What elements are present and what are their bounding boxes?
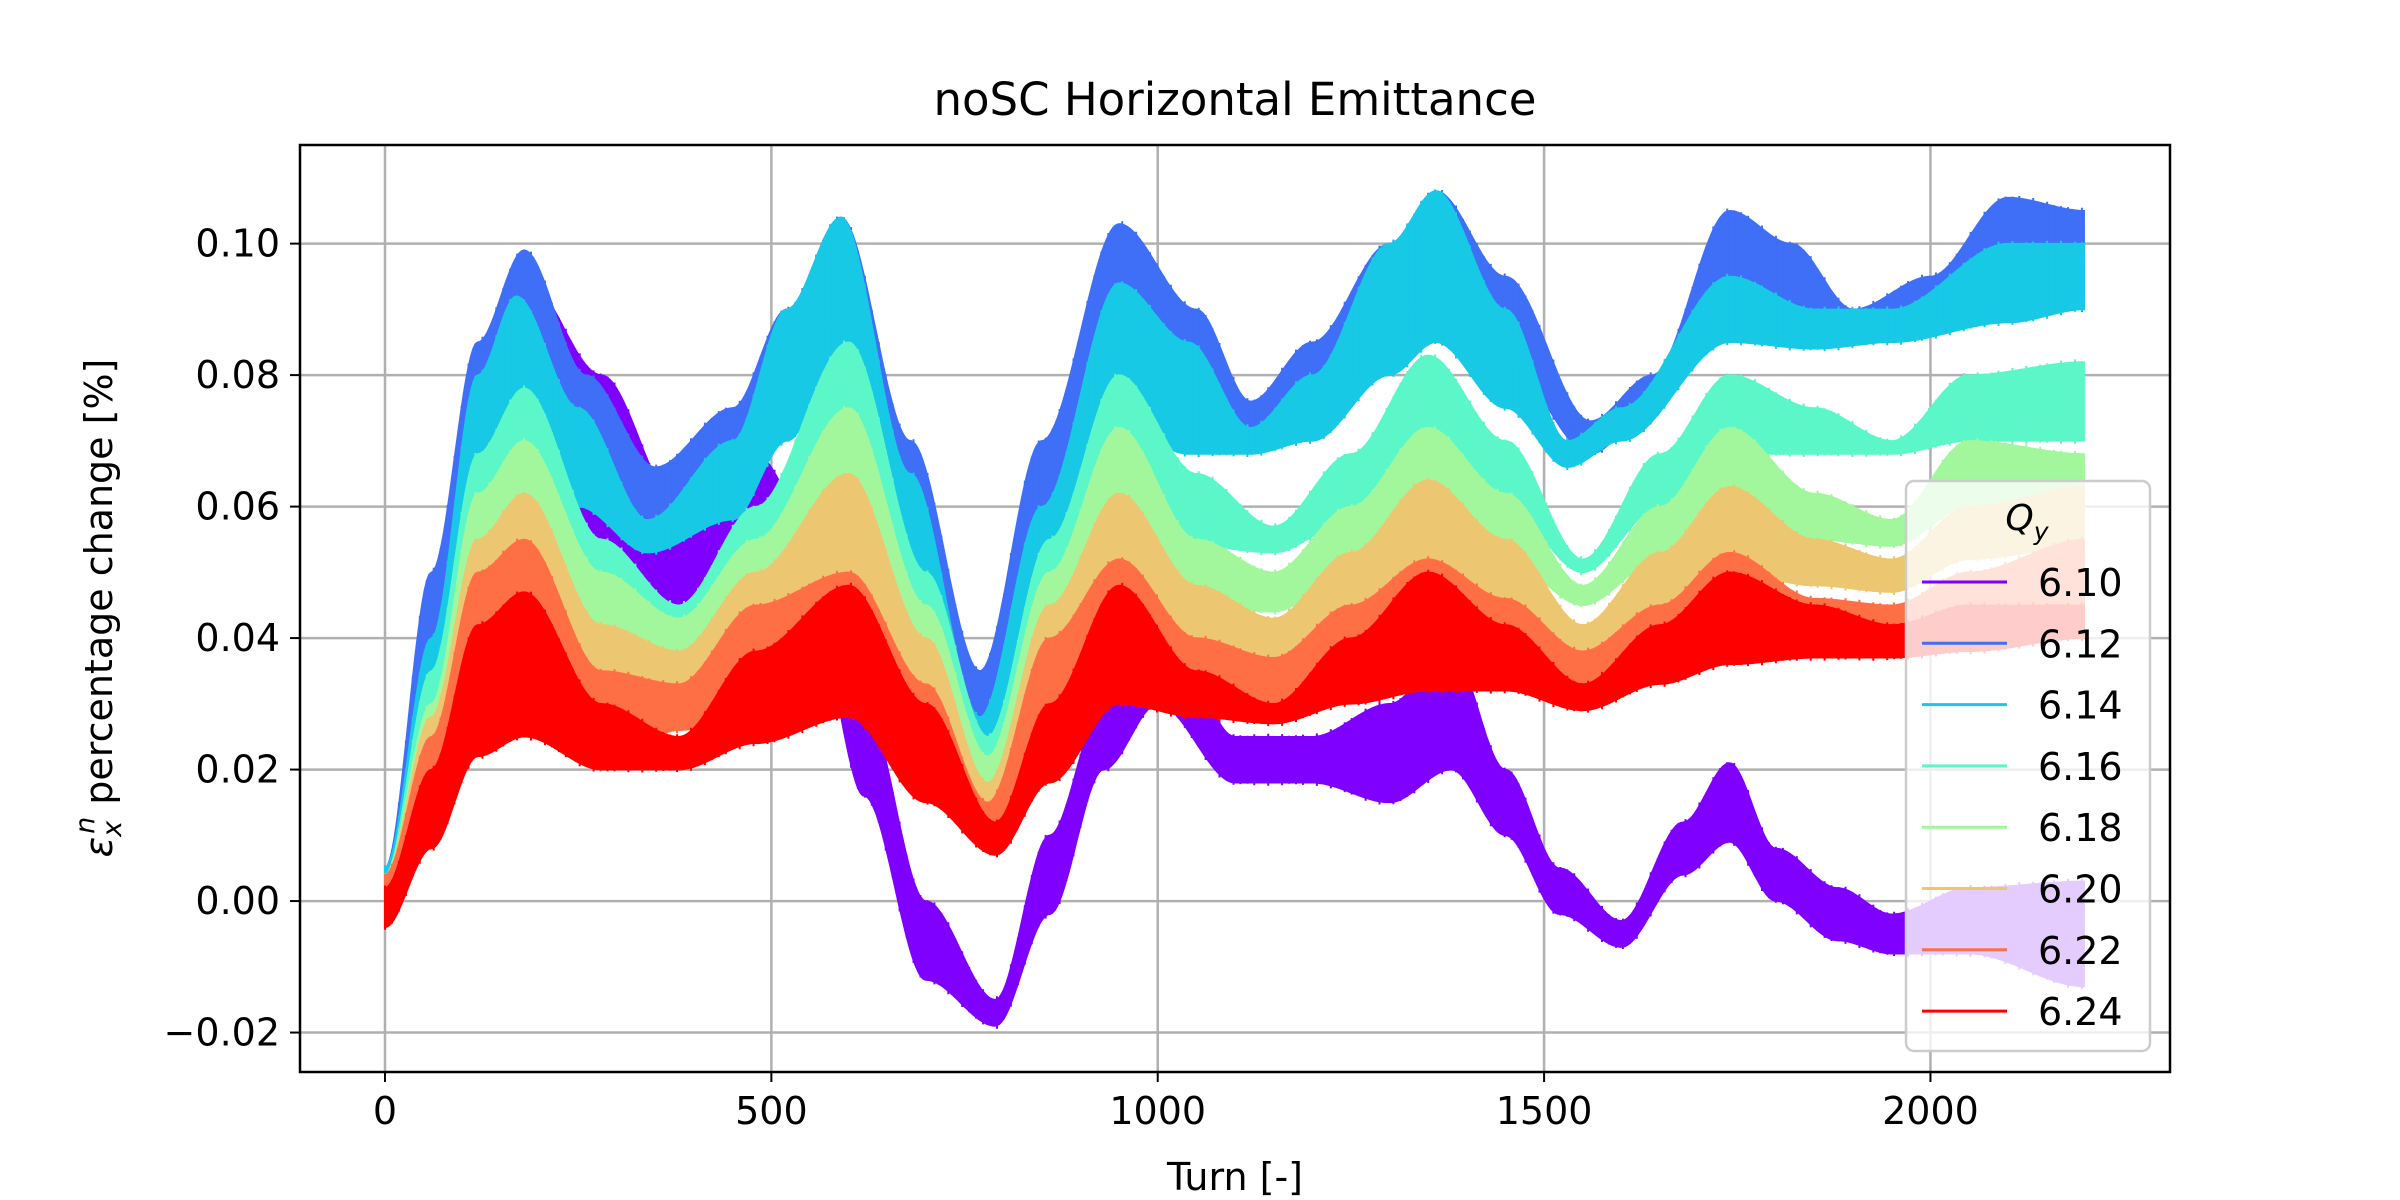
x-axis-ticks: 0 500 1000 1500 2000 bbox=[373, 1072, 1979, 1133]
legend-title-sub: y bbox=[2033, 517, 2050, 546]
y-axis-ticks: −0.02 0.00 0.02 0.04 0.06 0.08 0.10 bbox=[164, 222, 300, 1055]
x-tick-label: 0 bbox=[373, 1089, 397, 1133]
y-tick-label: 0.06 bbox=[195, 485, 280, 529]
y-axis-label: εxn percentage change [%] bbox=[70, 359, 128, 858]
y-tick-label: 0.00 bbox=[195, 879, 280, 923]
y-tick-label: 0.04 bbox=[195, 616, 280, 660]
plot-frame bbox=[298, 143, 2172, 1074]
legend-label-6.24: 6.24 bbox=[2038, 990, 2123, 1034]
legend-label-6.12: 6.12 bbox=[2038, 622, 2123, 666]
legend-label-6.16: 6.16 bbox=[2038, 745, 2123, 789]
legend-label-6.18: 6.18 bbox=[2038, 806, 2123, 850]
legend-frame bbox=[1904, 479, 2152, 1053]
chart-title: noSC Horizontal Emittance bbox=[934, 73, 1537, 126]
legend-label-6.20: 6.20 bbox=[2038, 868, 2123, 912]
legend-label-6.14: 6.14 bbox=[2038, 684, 2123, 728]
legend-items: 6.10 6.12 6.14 6.16 6.18 6.20 6.22 6.24 bbox=[1922, 561, 2123, 1034]
y-axis-label-sub: x bbox=[97, 820, 128, 838]
x-tick-label: 2000 bbox=[1882, 1089, 1979, 1133]
series-layer bbox=[384, 189, 2085, 1029]
legend-label-6.22: 6.22 bbox=[2038, 929, 2123, 973]
legend-label-6.10: 6.10 bbox=[2038, 561, 2123, 605]
legend-title-symbol: Q bbox=[2005, 498, 2033, 539]
y-axis-label-text: percentage change [%] bbox=[77, 359, 121, 805]
y-tick-label: 0.08 bbox=[195, 353, 280, 397]
x-axis-label: Turn [-] bbox=[1166, 1155, 1303, 1199]
y-tick-label: −0.02 bbox=[164, 1011, 280, 1055]
legend: Qy 6.10 6.12 6.14 6.16 6.18 6.20 6.22 6.24 bbox=[1904, 479, 2152, 1053]
series-oscillation bbox=[384, 569, 2083, 930]
y-tick-label: 0.10 bbox=[195, 222, 280, 266]
x-tick-label: 1000 bbox=[1109, 1089, 1206, 1133]
x-tick-label: 500 bbox=[735, 1089, 808, 1133]
x-tick-label: 1500 bbox=[1496, 1089, 1593, 1133]
series-6.24 bbox=[384, 569, 2085, 930]
legend-title: Qy bbox=[2005, 498, 2049, 546]
y-axis-label-symbol: ε bbox=[77, 837, 121, 858]
y-axis-label-sup: n bbox=[70, 817, 101, 834]
y-tick-label: 0.02 bbox=[195, 748, 280, 792]
